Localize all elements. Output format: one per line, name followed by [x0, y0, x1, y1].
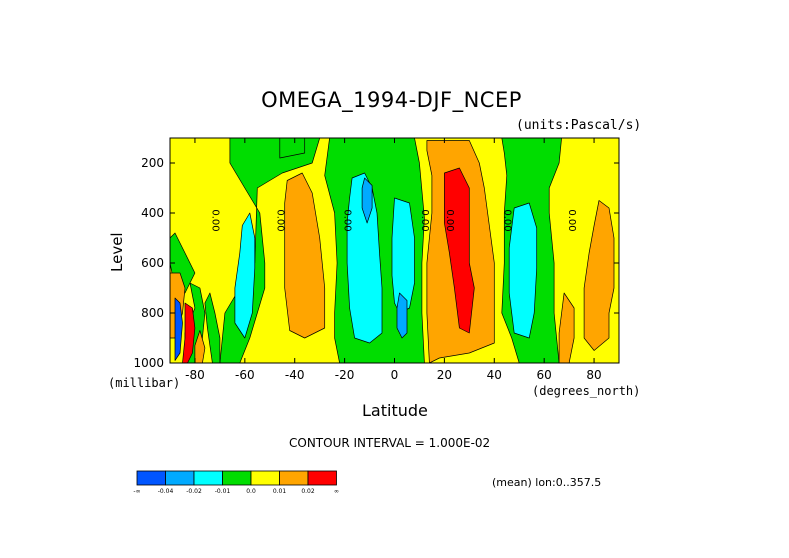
x-tick-label: 0 — [391, 368, 399, 382]
color-scale-label: 0.02 — [301, 488, 315, 495]
chart-title: OMEGA_1994-DJF_NCEP — [261, 88, 522, 112]
y-tick-label: 200 — [141, 156, 164, 170]
zero-contour-labels: 0.00 0.00 0.00 0.00 0.00 0.00 0.00 — [209, 209, 577, 231]
color-scale-swatch — [165, 470, 195, 486]
zero-contour-label: 0.00 — [209, 209, 220, 231]
units-label: (units:Pascal/s) — [516, 118, 642, 133]
color-scale-swatch — [136, 470, 166, 486]
zero-contour-label: 0.00 — [501, 209, 512, 231]
x-axis-ticks: -80 -60 -40 -20 0 20 40 60 80 — [185, 138, 602, 382]
y-axis-ticks: 200 400 600 800 1000 — [133, 156, 619, 370]
y-tick-label: 600 — [141, 256, 164, 270]
contour-region-positive-8 — [284, 172, 326, 339]
x-tick-label: 40 — [487, 368, 502, 382]
y-tick-label: 1000 — [133, 356, 164, 370]
contour-region-negative-4 — [204, 292, 221, 363]
color-scale-label: -0.04 — [158, 488, 174, 495]
contour-fill-layer — [170, 138, 619, 363]
color-scale-swatch — [279, 470, 309, 486]
mean-longitude-text: (mean) lon:0..357.5 — [492, 476, 602, 489]
contour-interval-text: CONTOUR INTERVAL = 1.000E-02 — [289, 436, 491, 450]
x-tick-label: -40 — [285, 368, 305, 382]
zero-contour-label: 0.00 — [419, 209, 430, 231]
contour-region-positive-22 — [182, 302, 196, 363]
color-scale-swatch — [250, 470, 280, 486]
color-scale-label: 0.0 — [246, 488, 256, 495]
color-scale-label: -0.02 — [186, 488, 202, 495]
x-tick-label: 60 — [537, 368, 552, 382]
color-scale-swatch — [222, 470, 252, 486]
color-scale-label: ∞ — [334, 488, 339, 495]
contour-region-positive-10 — [194, 330, 206, 363]
contour-region-positive-13 — [558, 292, 575, 363]
contour-region-positive-14 — [444, 167, 475, 334]
x-tick-label: -60 — [235, 368, 255, 382]
x-tick-label: 80 — [586, 368, 601, 382]
y-tick-label: 800 — [141, 306, 164, 320]
x-tick-label: -80 — [185, 368, 205, 382]
contour-region-negative-20 — [396, 292, 408, 339]
color-scale-label: -∞ — [133, 488, 140, 495]
color-scale-bar: -∞ -0.04 -0.02 -0.01 0.0 0.01 0.02 ∞ — [133, 470, 339, 495]
color-scale-swatch — [307, 470, 337, 486]
y-axis-unit: (millibar) — [108, 376, 181, 390]
zero-contour-label: 0.00 — [444, 209, 455, 231]
color-scale-swatch — [193, 470, 223, 486]
contour-region-negative-15 — [234, 212, 256, 339]
zero-contour-label: 0.00 — [274, 209, 285, 231]
x-tick-label: 20 — [437, 368, 452, 382]
x-axis-unit: (degrees_north) — [532, 384, 641, 398]
y-tick-label: 400 — [141, 206, 164, 220]
x-tick-label: -20 — [335, 368, 355, 382]
zero-contour-label: 0.00 — [342, 209, 353, 231]
zero-contour-label: 0.00 — [566, 209, 577, 231]
contour-region-negative-18 — [508, 202, 538, 339]
contour-region-negative-21 — [174, 297, 183, 361]
x-axis-label: Latitude — [362, 401, 428, 420]
contour-region-negative-7 — [279, 138, 306, 159]
contour-region-negative-17 — [391, 197, 415, 314]
contour-region-negative-16 — [346, 172, 383, 344]
contour-region-positive-12 — [583, 200, 615, 351]
contour-region-negative-19 — [361, 177, 373, 224]
color-scale-label: -0.01 — [215, 488, 231, 495]
color-scale-label: 0.01 — [273, 488, 287, 495]
